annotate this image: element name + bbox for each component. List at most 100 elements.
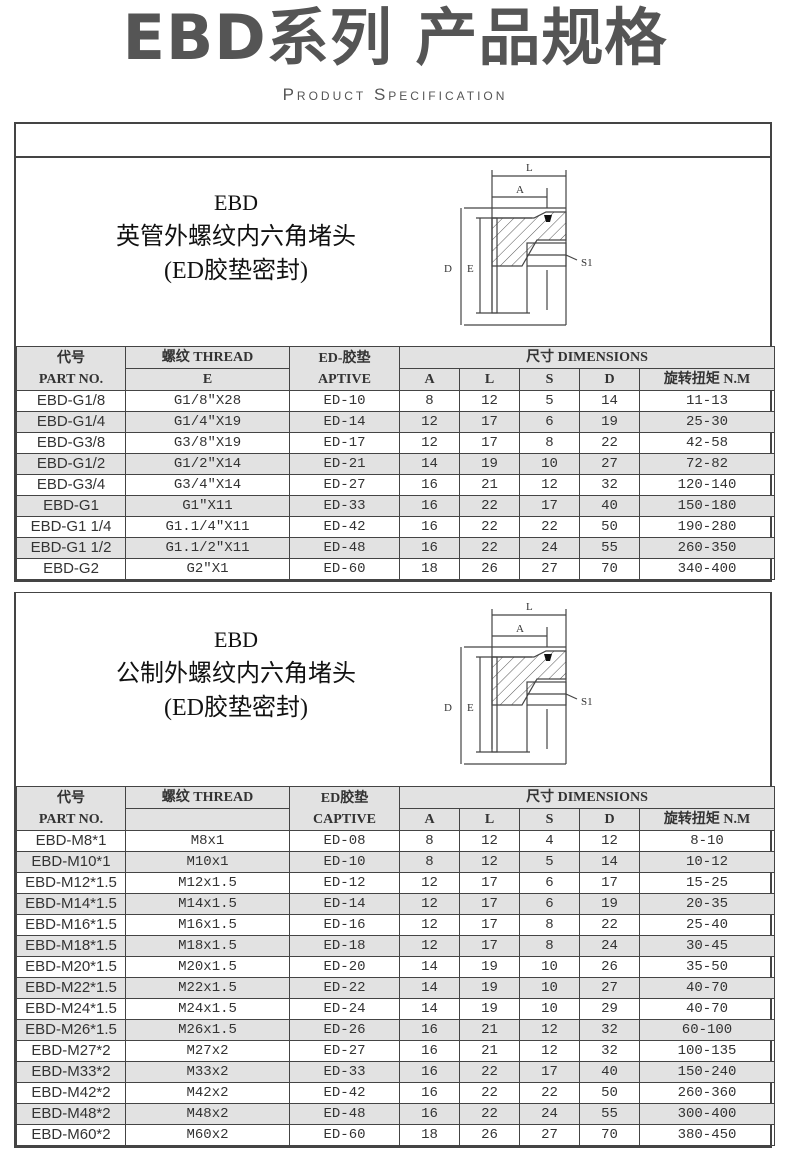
cell-part-no: EBD-M20*1.5 (16, 956, 126, 978)
dimension-label-d: D (444, 702, 452, 714)
cell-seal: ED-27 (289, 474, 400, 496)
cell-dim-a: 12 (399, 872, 460, 894)
cell-dim-d: 32 (579, 474, 640, 496)
cell-dim-l: 21 (459, 1019, 520, 1041)
cell-dim-s: 10 (519, 956, 580, 978)
header-thread: 螺纹 THREAD (125, 346, 290, 369)
cell-torque: 100-135 (638, 1040, 776, 1062)
cell-dim-l: 26 (459, 1124, 520, 1146)
cell-dim-a: 14 (399, 977, 460, 999)
cell-torque: 11-13 (638, 390, 776, 412)
cell-dim-s: 12 (519, 1040, 580, 1062)
cell-dim-a: 16 (399, 474, 460, 496)
cell-dim-d: 70 (579, 1124, 640, 1146)
cell-dim-l: 17 (459, 411, 520, 433)
table-row: EBD-M12*1.5 M12x1.5 ED-12 12 17 6 17 15-25 (16, 872, 776, 894)
cell-dim-l: 17 (459, 872, 520, 894)
dimension-label-l: L (526, 162, 533, 174)
spec-table-metric: EBD 公制外螺纹内六角堵头 (ED胶垫密封) L A D E S1 代号 PART NO… (14, 592, 776, 1148)
cell-thread: M16x1.5 (125, 914, 290, 936)
cell-torque: 10-12 (638, 851, 776, 873)
cell-part-no: EBD-M14*1.5 (16, 893, 126, 915)
header-thread-e: E (125, 368, 290, 391)
product-name: EBD 公制外螺纹内六角堵头 (ED胶垫密封) (76, 623, 396, 725)
table-row: EBD-G1 G1"X11 ED-33 16 22 17 40 150-180 (16, 495, 776, 517)
cell-thread: M42x2 (125, 1082, 290, 1104)
header-seal-cn: ED-胶垫 (318, 350, 371, 366)
cell-part-no: EBD-G1/2 (16, 453, 126, 475)
dimension-label-l: L (526, 601, 533, 613)
product-description: 公制外螺纹内六角堵头 (116, 661, 356, 687)
cell-torque: 260-350 (638, 537, 776, 559)
cell-dim-l: 22 (459, 1061, 520, 1083)
product-diagram-area: EBD 公制外螺纹内六角堵头 (ED胶垫密封) L A D E S1 (16, 593, 770, 786)
cell-part-no: EBD-M18*1.5 (16, 935, 126, 957)
cell-seal: ED-14 (289, 893, 400, 915)
table-row: EBD-M27*2 M27x2 ED-27 16 21 12 32 100-135 (16, 1040, 776, 1062)
cell-seal: ED-22 (289, 977, 400, 999)
cell-dim-s: 5 (519, 851, 580, 873)
cell-thread: G1.1/2"X11 (125, 537, 290, 559)
cell-dim-a: 8 (399, 851, 460, 873)
header-s: S (519, 808, 580, 831)
cell-dim-l: 22 (459, 1082, 520, 1104)
page-subtitle: Product Specification (282, 85, 508, 104)
cell-dim-d: 14 (579, 390, 640, 412)
header-part-no-en: PART NO. (38, 371, 104, 387)
cell-dim-s: 27 (519, 558, 580, 580)
cell-dim-d: 27 (579, 977, 640, 999)
header-row: 代号 PART NO. 螺纹 THREAD ED-胶垫 APTIVE 尺寸 DIMENSI… (16, 346, 776, 391)
cell-part-no: EBD-M27*2 (16, 1040, 126, 1062)
table-row: EBD-M26*1.5 M26x1.5 ED-26 16 21 12 32 60-100 (16, 1019, 776, 1041)
cell-thread: M26x1.5 (125, 1019, 290, 1041)
plug-cross-section-drawing: LA D E S1 (444, 601, 593, 765)
cell-dim-s: 8 (519, 935, 580, 957)
cell-thread: G1"X11 (125, 495, 290, 517)
header-l: L (459, 368, 520, 391)
cell-dim-d: 40 (579, 495, 640, 517)
cell-torque: 25-30 (638, 411, 776, 433)
cell-dim-l: 17 (459, 432, 520, 454)
cell-torque: 35-50 (638, 956, 776, 978)
cell-torque: 30-45 (638, 935, 776, 957)
dimension-label-a: A (516, 623, 524, 635)
cell-seal: ED-33 (289, 495, 400, 517)
cell-dim-s: 12 (519, 1019, 580, 1041)
cell-dim-s: 24 (519, 537, 580, 559)
cell-dim-a: 14 (399, 998, 460, 1020)
cell-dim-d: 55 (579, 537, 640, 559)
table-row: EBD-G2 G2"X1 ED-60 18 26 27 70 340-400 (16, 558, 776, 580)
cell-dim-a: 14 (399, 453, 460, 475)
table-row: EBD-G3/4 G3/4"X14 ED-27 16 21 12 32 120-140 (16, 474, 776, 496)
header-thread-e (125, 808, 290, 831)
header-seal: ED-胶垫 APTIVE (289, 346, 400, 391)
cell-dim-d: 12 (579, 830, 640, 852)
cell-seal: ED-14 (289, 411, 400, 433)
cell-seal: ED-60 (289, 558, 400, 580)
cell-thread: G1/4"X19 (125, 411, 290, 433)
cell-seal: ED-60 (289, 1124, 400, 1146)
cell-dim-l: 22 (459, 495, 520, 517)
cell-dim-d: 22 (579, 432, 640, 454)
cell-seal: ED-24 (289, 998, 400, 1020)
spec-table: 代号 PART NO. 螺纹 THREAD ED胶垫 CAPTIVE 尺寸 DIMENSI… (16, 786, 776, 1146)
cell-dim-l: 17 (459, 914, 520, 936)
table-row: EBD-M48*2 M48x2 ED-48 16 22 24 55 300-400 (16, 1103, 776, 1125)
cell-torque: 300-400 (638, 1103, 776, 1125)
cell-part-no: EBD-M22*1.5 (16, 977, 126, 999)
dimension-label-e: E (467, 702, 474, 714)
header-dimensions: 尺寸 DIMENSIONS (398, 786, 776, 809)
cell-torque: 25-40 (638, 914, 776, 936)
header-s: S (519, 368, 580, 391)
cell-dim-l: 19 (459, 453, 520, 475)
cell-seal: ED-10 (289, 390, 400, 412)
cell-part-no: EBD-G1 1/2 (16, 537, 126, 559)
cell-seal: ED-08 (289, 830, 400, 852)
cell-thread: M20x1.5 (125, 956, 290, 978)
cell-torque: 260-360 (638, 1082, 776, 1104)
cell-dim-a: 16 (399, 1061, 460, 1083)
dimension-label-s1: S1 (581, 257, 593, 269)
header-seal-en: CAPTIVE (312, 811, 376, 827)
cell-dim-l: 12 (459, 851, 520, 873)
cell-part-no: EBD-G1/8 (16, 390, 126, 412)
